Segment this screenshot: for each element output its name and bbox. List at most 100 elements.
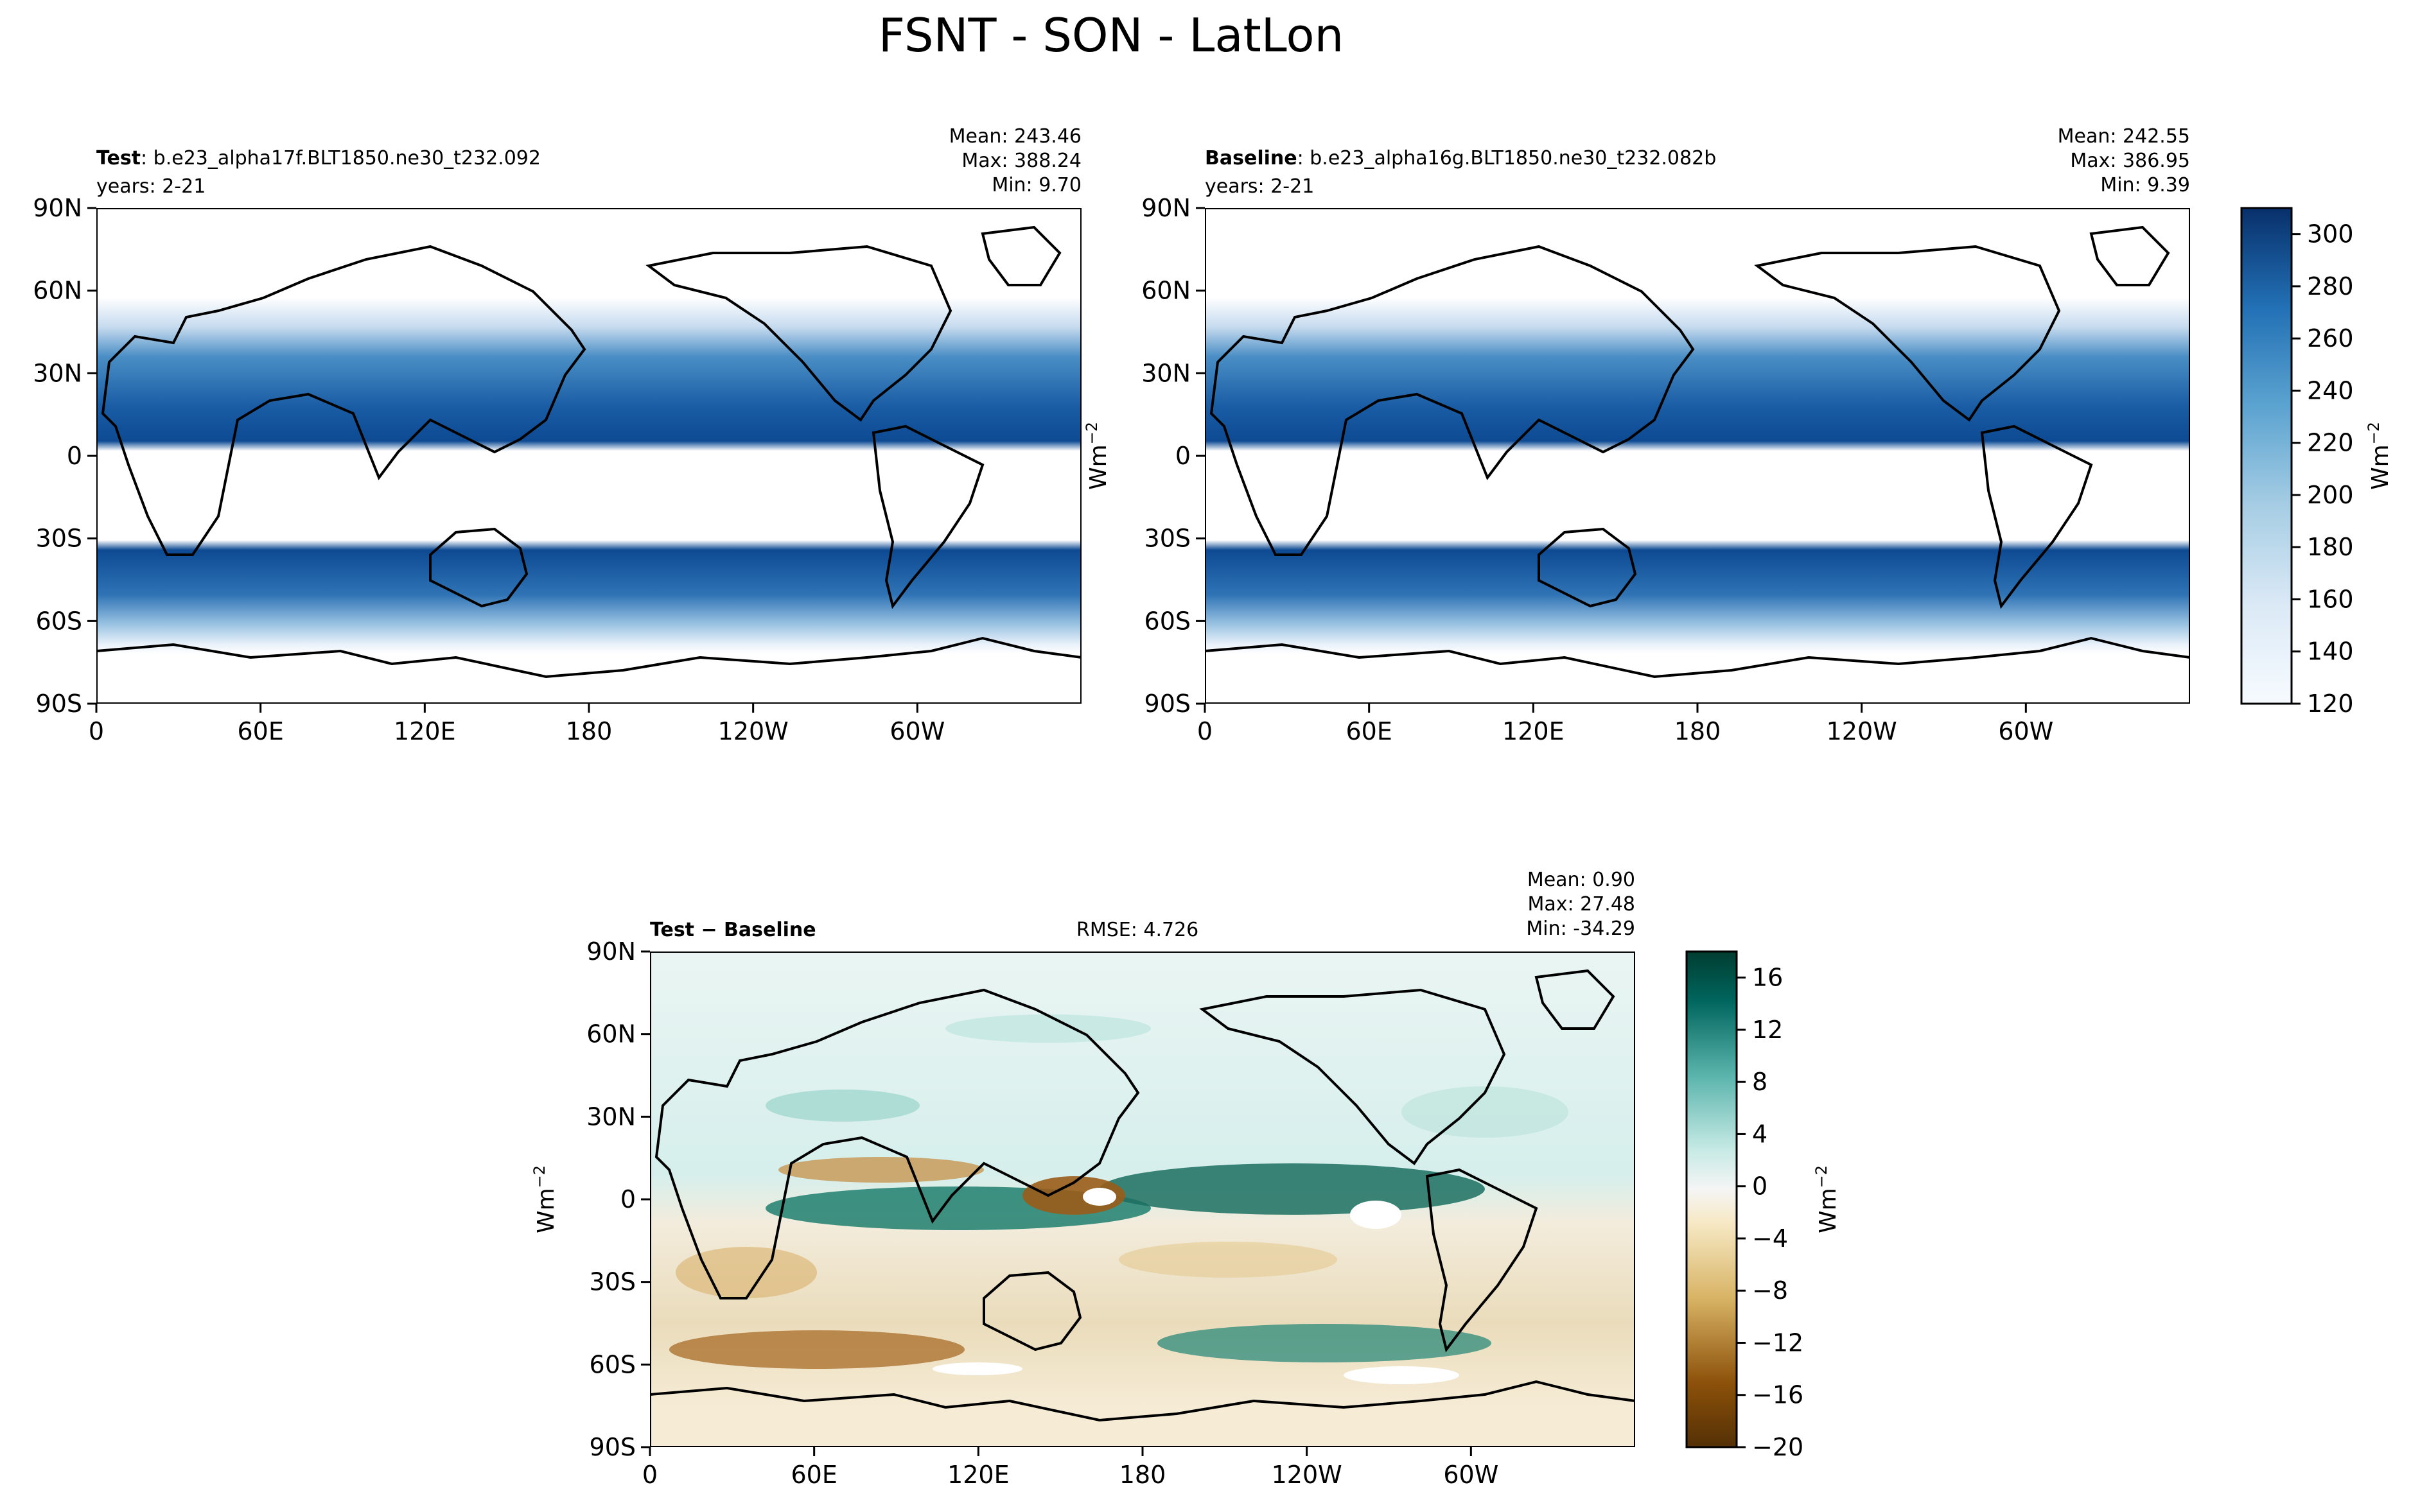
baseline-panel: Baseline: b.e23_alpha16g.BLT1850.ne30_t2… [1141,125,2394,745]
y-tick-label: 90S [36,690,82,718]
baseline-title: Baseline: b.e23_alpha16g.BLT1850.ne30_t2… [1205,147,1716,169]
colorbar-tick-label: −20 [1752,1433,1803,1461]
colorbar-tick-label: 160 [2307,585,2354,613]
test-title: Test: b.e23_alpha17f.BLT1850.ne30_t232.0… [96,147,541,169]
baseline-stat-max: Max: 386.95 [2070,150,2190,172]
x-tick-label: 180 [1119,1461,1166,1489]
diff-coast-north-america [1199,988,1506,1165]
brbg-colorbar [1685,950,1738,1448]
colorbar-tick-label: 280 [2307,272,2354,300]
colorbar-tick-label: 140 [2307,638,2354,666]
y-tick-label: 0 [67,442,82,470]
colorbar-tick-label: 240 [2307,376,2354,404]
y-tick-label: 60N [33,277,82,305]
diff-stat-max: Max: 27.48 [1527,893,1635,916]
colorbar-tick-label: −16 [1752,1381,1803,1409]
x-tick-label: 0 [1197,717,1213,745]
test-coast-north-america [645,245,952,422]
diff-title: Test − Baseline [650,919,816,941]
baseline-stat-mean: Mean: 242.55 [2058,125,2190,148]
diff-anomalies [669,1014,1568,1384]
y-tick-label: 30S [36,525,82,553]
test-coast-australia [429,527,529,608]
test-panel: Test: b.e23_alpha17f.BLT1850.ne30_t232.0… [33,125,1112,745]
brbg-colorbar-ticks: 16 12 8 4 0 −4 −8 −12 −16 −20 [1737,964,1803,1461]
test-stat-max: Max: 388.24 [961,150,1082,172]
y-tick-label: 30N [33,359,82,387]
blues-colorbar-label: Wm−2 [2365,422,2394,490]
y-tick-label: 30S [1144,525,1191,553]
baseline-coast-south-america [1980,424,2093,609]
blues-colorbar [2240,207,2293,705]
diff-coast-greenland [1534,969,1615,1030]
y-tick-label: 90S [590,1433,636,1461]
x-tick-label: 60E [237,717,283,745]
colorbar-tick-label: 180 [2307,533,2354,561]
diff-coastlines [650,969,1635,1422]
colorbar-tick-label: −12 [1752,1328,1803,1357]
baseline-field [1205,208,2190,704]
x-tick-label: 60E [1346,717,1392,745]
diff-panel: Test − Baseline RMSE: 4.726 Mean: 0.90 M… [530,869,1841,1489]
test-stat-mean: Mean: 243.46 [949,125,1082,148]
diff-coast-antarctica [650,1380,1635,1422]
baseline-xaxis: 0 60E 120E 180 120W 60W [1197,704,2053,745]
diff-xaxis: 0 60E 120E 180 120W 60W [642,1447,1498,1489]
x-tick-label: 120E [394,717,456,745]
test-xaxis: 0 60E 120E 180 120W 60W [89,704,945,745]
x-tick-label: 120W [1827,717,1897,745]
colorbar-tick-label: 220 [2307,429,2354,457]
test-stat-min: Min: 9.70 [992,174,1082,196]
colorbar-tick-label: 300 [2307,220,2354,248]
baseline-coast-greenland [2089,225,2170,286]
blues-colorbar-ticks: 300 280 260 240 220 200 180 160 140 120 [2292,220,2354,718]
diff-map [650,952,1635,1447]
test-yaxis: 90N 60N 30N 0 30S 60S 90S [33,194,96,718]
colorbar-tick-label: 200 [2307,481,2354,509]
test-ylabel: Wm−2 [1083,422,1112,490]
colorbar-tick-label: 260 [2307,324,2354,352]
baseline-coastlines [1205,225,2190,679]
test-coast-south-america [872,424,985,609]
x-tick-label: 60E [791,1461,837,1489]
y-tick-label: 30S [590,1268,636,1296]
test-coast-greenland [981,225,1062,286]
colorbar-tick-label: 120 [2307,690,2354,718]
baseline-coast-north-america [1754,245,2061,422]
figure-title: FSNT - SON - LatLon [879,8,1344,62]
x-tick-label: 60W [1998,717,2053,745]
y-tick-label: 90S [1144,690,1191,718]
y-tick-label: 60N [1141,277,1191,305]
y-tick-label: 30N [1141,359,1191,387]
x-tick-label: 60W [1443,1461,1498,1489]
diff-coast-australia [983,1271,1082,1351]
y-tick-label: 0 [620,1185,636,1213]
colorbar-tick-label: −4 [1752,1224,1788,1253]
colorbar-tick-label: 16 [1752,964,1783,992]
colorbar-tick-label: 8 [1752,1068,1767,1096]
test-coastlines [96,225,1082,679]
y-tick-label: 0 [1175,442,1191,470]
test-coast-antarctica [96,636,1082,679]
baseline-years: years: 2-21 [1205,175,1314,198]
baseline-stat-min: Min: 9.39 [2100,174,2190,196]
x-tick-label: 120E [1502,717,1565,745]
diff-coast-eurasia-africa [654,988,1140,1299]
x-tick-label: 180 [1674,717,1721,745]
x-tick-label: 60W [890,717,945,745]
x-tick-label: 120E [947,1461,1010,1489]
colorbar-tick-label: −8 [1752,1276,1788,1305]
x-tick-label: 180 [566,717,613,745]
baseline-coast-eurasia-africa [1209,245,1695,556]
diff-stat-mean: Mean: 0.90 [1527,869,1635,891]
test-coast-eurasia-africa [101,245,586,556]
baseline-map [1205,208,2190,704]
diff-rmse: RMSE: 4.726 [1076,919,1198,941]
diff-ylabel: Wm−2 [530,1165,559,1233]
x-tick-label: 120W [1272,1461,1342,1489]
diff-yaxis: 90N 60N 30N 0 30S 60S 90S [586,937,650,1461]
diff-coast-south-america [1425,1168,1538,1353]
test-years: years: 2-21 [96,175,206,198]
colorbar-tick-label: 12 [1752,1016,1783,1044]
